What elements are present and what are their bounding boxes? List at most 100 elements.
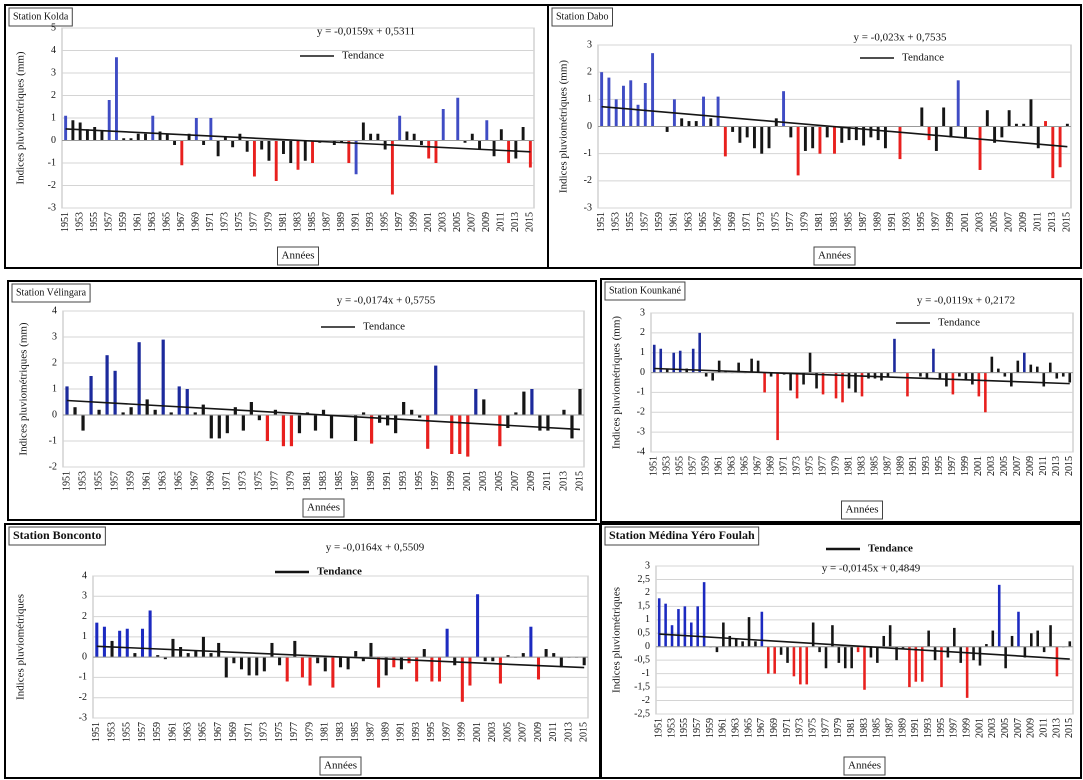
bar [282, 140, 285, 154]
x-tick-label: 2001 [974, 718, 985, 738]
bar [340, 140, 344, 143]
y-tick-label: -3 [48, 202, 56, 213]
chart-title: Station Kolda [13, 11, 69, 22]
x-tick-label: 2015 [1064, 456, 1075, 476]
bar [245, 140, 249, 152]
y-tick-label: 3 [587, 39, 592, 50]
x-tick-label: 1951 [61, 471, 72, 491]
bar [752, 126, 756, 149]
x-tick-label: 1977 [785, 212, 796, 232]
y-tick-label: -2 [584, 175, 592, 186]
y-tick-label: 0 [82, 651, 87, 662]
bar [818, 646, 821, 653]
x-tick-label: 1965 [198, 722, 209, 742]
y-tick-label: -2 [79, 692, 87, 703]
x-tick-label: 1971 [222, 471, 233, 491]
x-tick-label: 1951 [91, 722, 102, 742]
bar [225, 415, 229, 434]
x-tick-label: 2007 [510, 471, 521, 491]
bar [492, 140, 496, 157]
legend-label: Tendance [938, 317, 980, 329]
x-tick-label: 2009 [481, 212, 492, 232]
bar [78, 122, 82, 141]
bar [731, 126, 735, 132]
x-tick-label: 2009 [526, 471, 537, 491]
bar [685, 368, 689, 373]
bar [914, 646, 918, 682]
x-tick-label: 1983 [292, 212, 303, 232]
bar [1030, 633, 1033, 647]
bar [321, 409, 326, 415]
x-tick-label: 1963 [157, 471, 168, 491]
y-tick-label: 1 [587, 94, 592, 105]
x-tick-label: 1987 [884, 718, 895, 738]
trend-equation: y = -0,0164x + 0,5509 [326, 542, 425, 554]
bar [818, 126, 822, 154]
x-tick-label: 1967 [712, 212, 723, 232]
x-tick-label: 1989 [872, 212, 883, 232]
bar [993, 126, 997, 143]
y-tick-label: -0,5 [634, 654, 650, 665]
x-tick-label: 1961 [141, 471, 152, 491]
x-tick-label: 1991 [887, 212, 898, 232]
x-tick-label: 1997 [430, 471, 441, 491]
bar [920, 107, 924, 127]
bar [217, 415, 221, 439]
x-tick-label: 1977 [820, 718, 831, 738]
x-tick-label: 1975 [274, 722, 285, 742]
bar [422, 649, 426, 658]
bar [297, 415, 302, 434]
x-tick-label: 1959 [700, 456, 711, 476]
bar [919, 372, 922, 377]
x-tick-label: 1955 [89, 212, 100, 232]
bar [840, 126, 844, 143]
bar [434, 365, 438, 415]
bar [419, 140, 423, 145]
bar [95, 622, 99, 658]
bar [863, 646, 866, 690]
bar [482, 399, 486, 415]
bar [476, 594, 480, 658]
x-tick-label: 1961 [133, 212, 144, 232]
bar [522, 391, 526, 415]
bar [1023, 646, 1027, 658]
x-tick-label: 1997 [394, 212, 405, 232]
bar [470, 133, 474, 141]
chart-panel: Station Vélingara -2 -1 0 1 2 3 4 1951 1953 1955 19… [7, 280, 597, 521]
bar [354, 651, 358, 658]
bar [303, 140, 307, 161]
bar [71, 120, 75, 141]
x-label-box [843, 756, 886, 776]
bar [506, 415, 510, 428]
x-tick-label: 1987 [365, 722, 376, 742]
bar [1049, 625, 1052, 647]
x-axis-label: Années [324, 760, 357, 772]
bar [217, 642, 221, 658]
bar [734, 638, 738, 647]
x-tick-label: 1953 [74, 212, 85, 232]
bar [702, 96, 705, 127]
bar [559, 657, 563, 668]
chart-title: Station Dabo [556, 11, 609, 22]
bar [361, 657, 365, 662]
bar [860, 372, 864, 397]
chart-title: Station Vélingara [16, 287, 87, 298]
y-axis-label: Indices pluviométriques (mm) [15, 51, 27, 185]
x-tick-label: 1971 [782, 718, 793, 738]
bar [255, 657, 259, 676]
bar [965, 646, 969, 698]
bar [984, 372, 987, 413]
bar [412, 133, 416, 141]
y-tick-label: 2 [51, 90, 56, 101]
x-tick-label: 1991 [910, 718, 921, 738]
bar [1058, 126, 1062, 168]
x-tick-label: 1957 [640, 212, 651, 232]
bar [463, 140, 467, 143]
trend-equation: y = -0,0174x + 0,5755 [337, 295, 436, 307]
x-tick-label: 1967 [752, 456, 763, 476]
bar [906, 372, 909, 397]
bar [552, 653, 556, 658]
y-axis-label: Indices pluviométriques [611, 587, 623, 693]
y-tick-label: 3 [82, 591, 87, 602]
x-tick-label: 2011 [542, 471, 553, 491]
